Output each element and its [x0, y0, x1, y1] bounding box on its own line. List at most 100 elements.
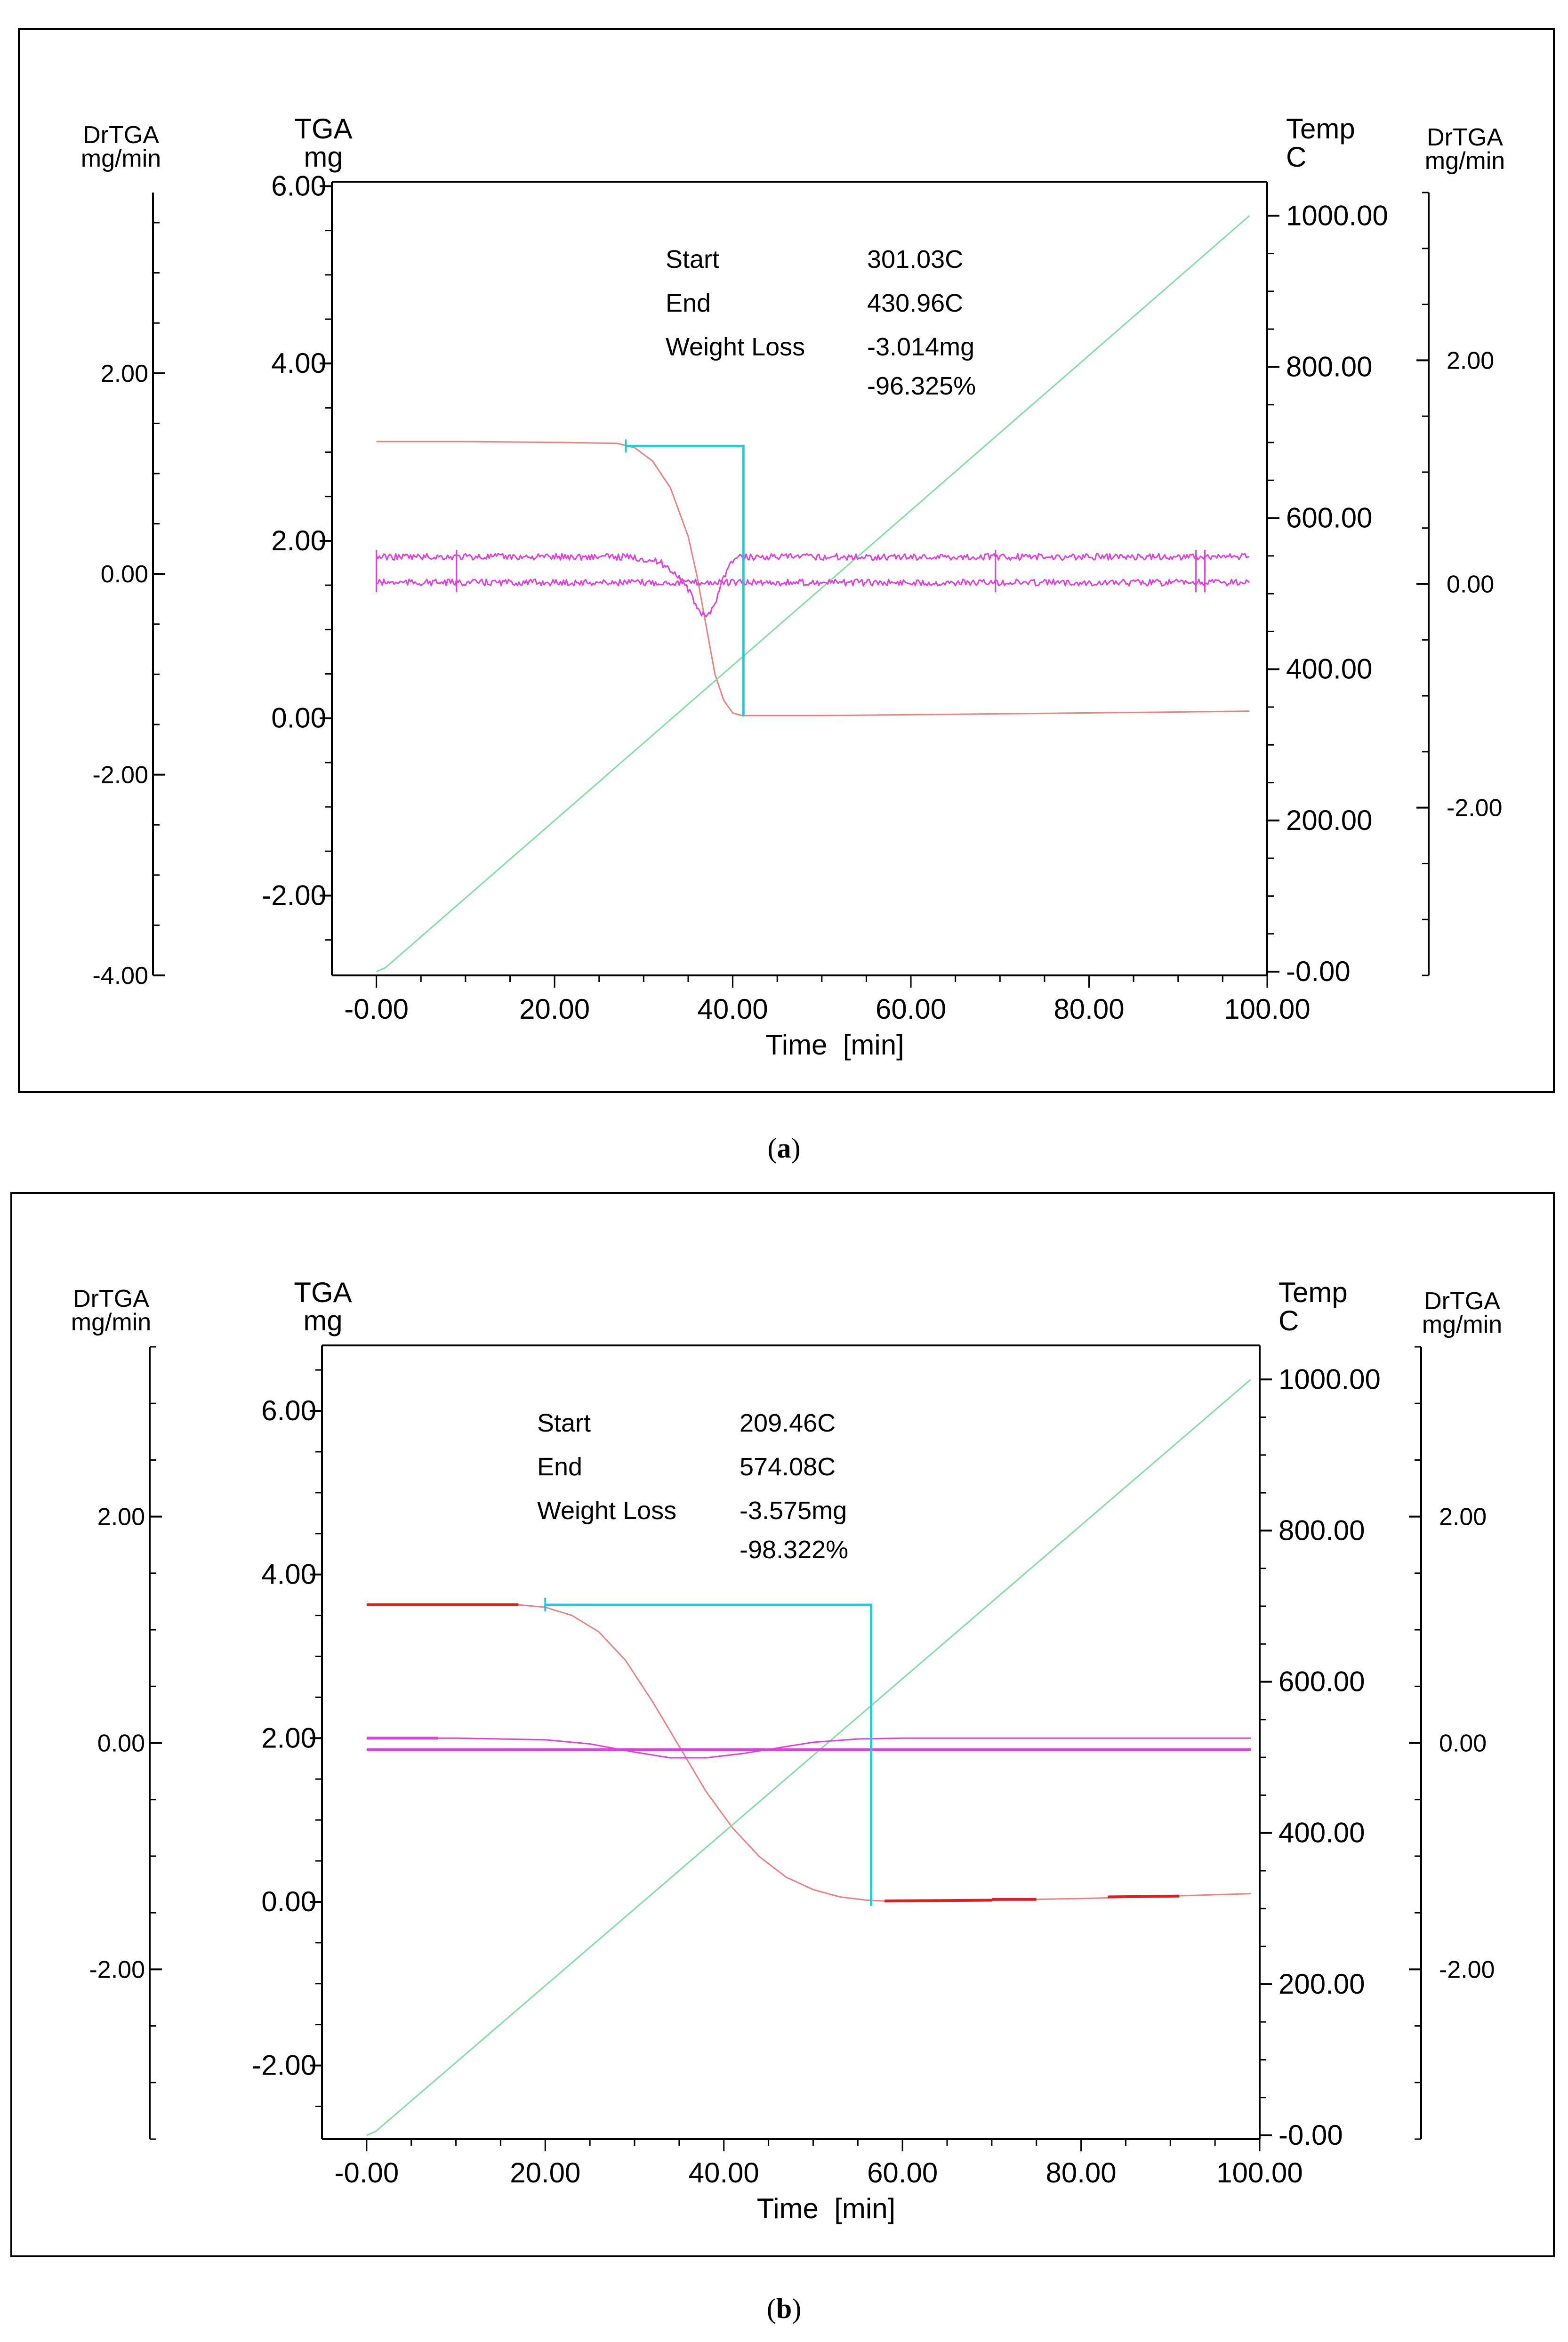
series-line-drtga — [376, 553, 1250, 618]
temp-tick-label: 600.00 — [1286, 502, 1373, 534]
series-line-temp — [366, 1379, 1251, 2136]
right-drtga-tick-label: 0.00 — [1447, 571, 1494, 598]
chart-panel-b: DrTGA mg/min TGA mg Temp C DrTGA mg/min 2.00 0.00… — [10, 1192, 1555, 2257]
series-line-drtga — [366, 1737, 1251, 1759]
chart-svg-a: DrTGAmg/minTGAmgTempCDrTGAmg/min2.000.00… — [81, 113, 1505, 1061]
left-drtga-title: DrTGA — [73, 1285, 149, 1312]
chart-svg-b: DrTGAmg/minTGAmgTempCDrTGAmg/min2.000.00… — [71, 1277, 1502, 2224]
tga-unit: mg — [303, 1305, 342, 1336]
annotation-loss-mg: -3.575mg — [740, 1497, 847, 1525]
annotation-start-label: Start — [666, 245, 719, 274]
tga-tick-label: -2.00 — [252, 2050, 316, 2081]
annotation-loss-mg: -3.014mg — [867, 333, 974, 361]
time-tick-label: 60.00 — [876, 993, 946, 1025]
temp-tick-label: 400.00 — [1279, 1817, 1365, 1849]
temp-tick-label: 600.00 — [1279, 1666, 1365, 1698]
right-drtga-tick-label: -2.00 — [1439, 1956, 1495, 1983]
caption-a: (a) — [767, 1133, 801, 1164]
tga-tick-label: 6.00 — [271, 170, 326, 201]
tga-tick-label: 4.00 — [271, 347, 326, 379]
tga-tick-label: 0.00 — [261, 1886, 316, 1917]
right-drtga-tick-label: -2.00 — [1447, 795, 1503, 822]
annotation-end-label: End — [666, 289, 711, 317]
weight-loss-step-marker — [545, 1603, 873, 1906]
time-tick-label: 60.00 — [867, 2157, 938, 2189]
plot-area — [366, 1379, 1251, 2136]
tga-tick-label: 2.00 — [271, 525, 326, 556]
time-axis-label: Time [min] — [757, 2193, 895, 2224]
annotation-start-label: Start — [537, 1409, 591, 1437]
series-line-tga — [376, 441, 1250, 716]
right-drtga-tick-label: 0.00 — [1439, 1730, 1487, 1757]
time-tick-label: 20.00 — [510, 2157, 580, 2189]
right-drtga-title: DrTGA — [1427, 124, 1503, 151]
right-drtga-unit: mg/min — [1422, 1311, 1502, 1338]
annotation-start-value: 301.03C — [867, 245, 963, 274]
time-tick-label: -0.00 — [334, 2157, 399, 2189]
annotation-loss-label: Weight Loss — [537, 1497, 676, 1525]
temp-title: Temp — [1286, 113, 1355, 145]
series-line-temp — [376, 215, 1250, 973]
temp-tick-label: 1000.00 — [1286, 200, 1388, 231]
left-drtga-tick-label: 2.00 — [101, 360, 148, 387]
caption-b-letter: b — [776, 2293, 792, 2324]
annotation-end-value: 430.96C — [867, 289, 963, 317]
temp-unit: C — [1279, 1305, 1299, 1336]
temp-tick-label: 1000.00 — [1279, 1363, 1381, 1395]
temp-tick-label: -0.00 — [1279, 2119, 1343, 2151]
time-tick-label: 40.00 — [689, 2157, 759, 2189]
annotation-loss-pct: -98.322% — [740, 1536, 848, 1564]
series-line-tga — [366, 1604, 1251, 1902]
temp-tick-label: 800.00 — [1286, 351, 1373, 382]
temp-title: Temp — [1279, 1277, 1348, 1308]
right-drtga-title: DrTGA — [1424, 1288, 1500, 1315]
tga-title: TGA — [294, 1277, 352, 1308]
tga-tick-label: 4.00 — [261, 1559, 316, 1590]
right-drtga-unit: mg/min — [1425, 147, 1505, 175]
right-drtga-tick-label: 2.00 — [1447, 347, 1494, 374]
weight-loss-step-marker — [626, 444, 745, 716]
time-tick-label: 100.00 — [1216, 2157, 1303, 2189]
chart-panel-a: DrTGA mg/min TGA mg Temp C DrTGA mg/min 2.00 0.00… — [18, 28, 1555, 1093]
time-tick-label: 40.00 — [697, 993, 768, 1025]
annotation-loss-label: Weight Loss — [666, 333, 805, 361]
right-drtga-tick-label: 2.00 — [1439, 1504, 1487, 1531]
left-drtga-unit: mg/min — [71, 1309, 151, 1336]
tga-title: TGA — [294, 113, 352, 145]
tga-tick-label: 2.00 — [261, 1722, 316, 1754]
time-tick-label: 80.00 — [1045, 2157, 1116, 2189]
temp-tick-label: 200.00 — [1279, 1968, 1365, 2000]
temp-tick-label: 800.00 — [1279, 1514, 1365, 1546]
time-tick-label: -0.00 — [344, 993, 409, 1025]
caption-b: (b) — [766, 2293, 802, 2324]
series-line-tga_bold — [885, 1899, 992, 1903]
temp-unit: C — [1286, 141, 1306, 173]
annotation-end-value: 574.08C — [740, 1453, 836, 1481]
tga-tick-label: 0.00 — [271, 702, 326, 734]
temp-tick-label: -0.00 — [1286, 956, 1351, 987]
left-drtga-tick-label: -4.00 — [92, 962, 148, 990]
caption-a-letter: a — [777, 1133, 791, 1164]
left-drtga-tick-label: 2.00 — [97, 1504, 145, 1531]
left-drtga-unit: mg/min — [81, 145, 161, 172]
tga-tick-label: 6.00 — [261, 1395, 316, 1426]
temp-tick-label: 200.00 — [1286, 805, 1373, 836]
temp-tick-label: 400.00 — [1286, 653, 1373, 685]
plot-area — [376, 215, 1250, 973]
time-axis-label: Time [min] — [765, 1029, 904, 1061]
annotation-start-value: 209.46C — [740, 1409, 836, 1437]
time-tick-label: 100.00 — [1224, 993, 1311, 1025]
left-drtga-tick-label: -2.00 — [89, 1956, 145, 1983]
tga-unit: mg — [304, 141, 343, 173]
tga-tick-label: -2.00 — [262, 879, 326, 911]
left-drtga-tick-label: 0.00 — [97, 1730, 145, 1757]
left-drtga-title: DrTGA — [83, 121, 159, 149]
annotation-loss-pct: -96.325% — [867, 372, 976, 400]
left-drtga-tick-label: -2.00 — [92, 762, 148, 789]
time-tick-label: 80.00 — [1053, 993, 1124, 1025]
time-tick-label: 20.00 — [519, 993, 590, 1025]
series-line-drtga — [376, 579, 1250, 587]
series-line-tga_bold — [1108, 1894, 1180, 1899]
left-drtga-tick-label: 0.00 — [101, 561, 148, 588]
annotation-end-label: End — [537, 1453, 582, 1481]
